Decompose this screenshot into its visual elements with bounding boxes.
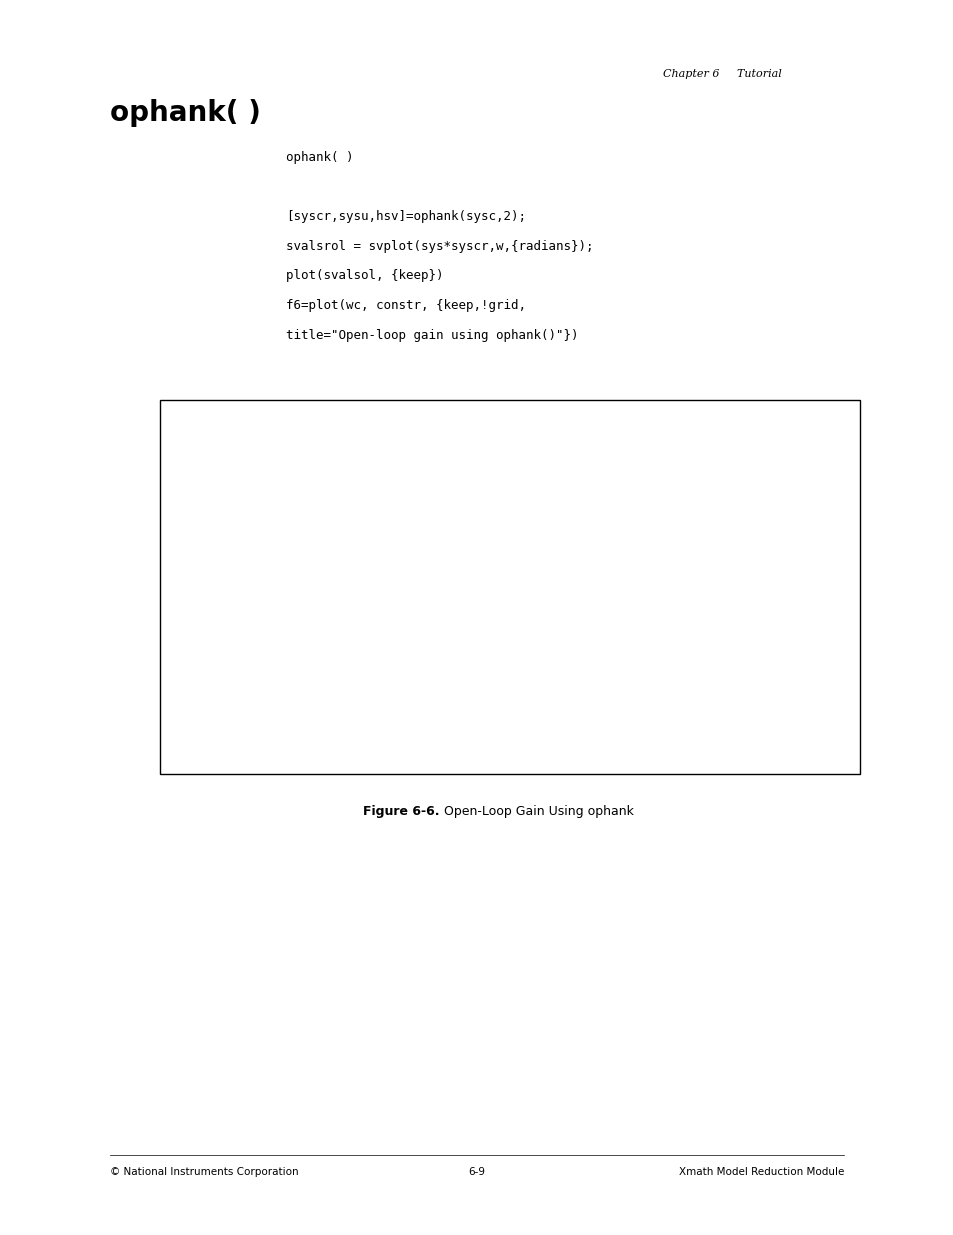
Text: 6-9: 6-9	[468, 1167, 485, 1177]
reduced	[710, 634, 721, 648]
original	[249, 452, 260, 467]
Text: Open-Loop Gain Using ophank: Open-Loop Gain Using ophank	[443, 805, 633, 819]
Text: title="Open-loop gain using ophank()"}): title="Open-loop gain using ophank()"})	[286, 329, 578, 342]
Legend: reduced, original, constrained: reduced, original, constrained	[738, 430, 844, 477]
constrained	[249, 451, 260, 466]
Y-axis label: Singular Value Magnitude, dB: Singular Value Magnitude, dB	[173, 489, 183, 655]
reduced	[825, 711, 837, 726]
reduced	[843, 711, 855, 726]
reduced	[505, 540, 517, 555]
Text: plot(svalsol, {keep}): plot(svalsol, {keep})	[286, 269, 443, 283]
X-axis label: Frequency [rad/sec]: Frequency [rad/sec]	[480, 740, 591, 750]
Line: original: original	[222, 450, 849, 719]
constrained	[710, 585, 721, 600]
original	[843, 711, 855, 726]
original	[710, 619, 721, 634]
Line: reduced: reduced	[222, 450, 849, 719]
constrained	[521, 514, 533, 529]
Text: Xmath Model Reduction Module: Xmath Model Reduction Module	[679, 1167, 843, 1177]
reduced	[216, 442, 228, 457]
Text: f6=plot(wc, constr, {keep,!grid,: f6=plot(wc, constr, {keep,!grid,	[286, 299, 526, 312]
reduced	[521, 538, 533, 553]
Text: ophank( ): ophank( )	[110, 99, 260, 127]
constrained	[825, 652, 837, 667]
original	[521, 537, 533, 552]
original	[825, 711, 837, 726]
original	[811, 711, 822, 726]
constrained	[825, 652, 837, 667]
constrained	[843, 664, 855, 679]
Text: [syscr,sysu,hsv]=ophank(sysc,2);: [syscr,sysu,hsv]=ophank(sysc,2);	[286, 210, 526, 224]
original	[825, 711, 837, 726]
reduced	[825, 711, 837, 726]
Line: constrained: constrained	[222, 450, 849, 672]
original	[505, 535, 517, 550]
Text: © National Instruments Corporation: © National Instruments Corporation	[110, 1167, 298, 1177]
Text: Chapter 6     Tutorial: Chapter 6 Tutorial	[662, 69, 781, 79]
constrained	[216, 442, 228, 457]
Text: ophank( ): ophank( )	[286, 151, 354, 164]
Title: Open-loop gain using ophank(): Open-loop gain using ophank()	[444, 408, 627, 421]
Text: svalsrol = svplot(sys*syscr,w,{radians});: svalsrol = svplot(sys*syscr,w,{radians})…	[286, 240, 593, 253]
constrained	[505, 510, 517, 525]
reduced	[786, 711, 798, 726]
original	[216, 442, 228, 457]
Text: Figure 6-6.: Figure 6-6.	[362, 805, 438, 819]
reduced	[249, 452, 260, 467]
